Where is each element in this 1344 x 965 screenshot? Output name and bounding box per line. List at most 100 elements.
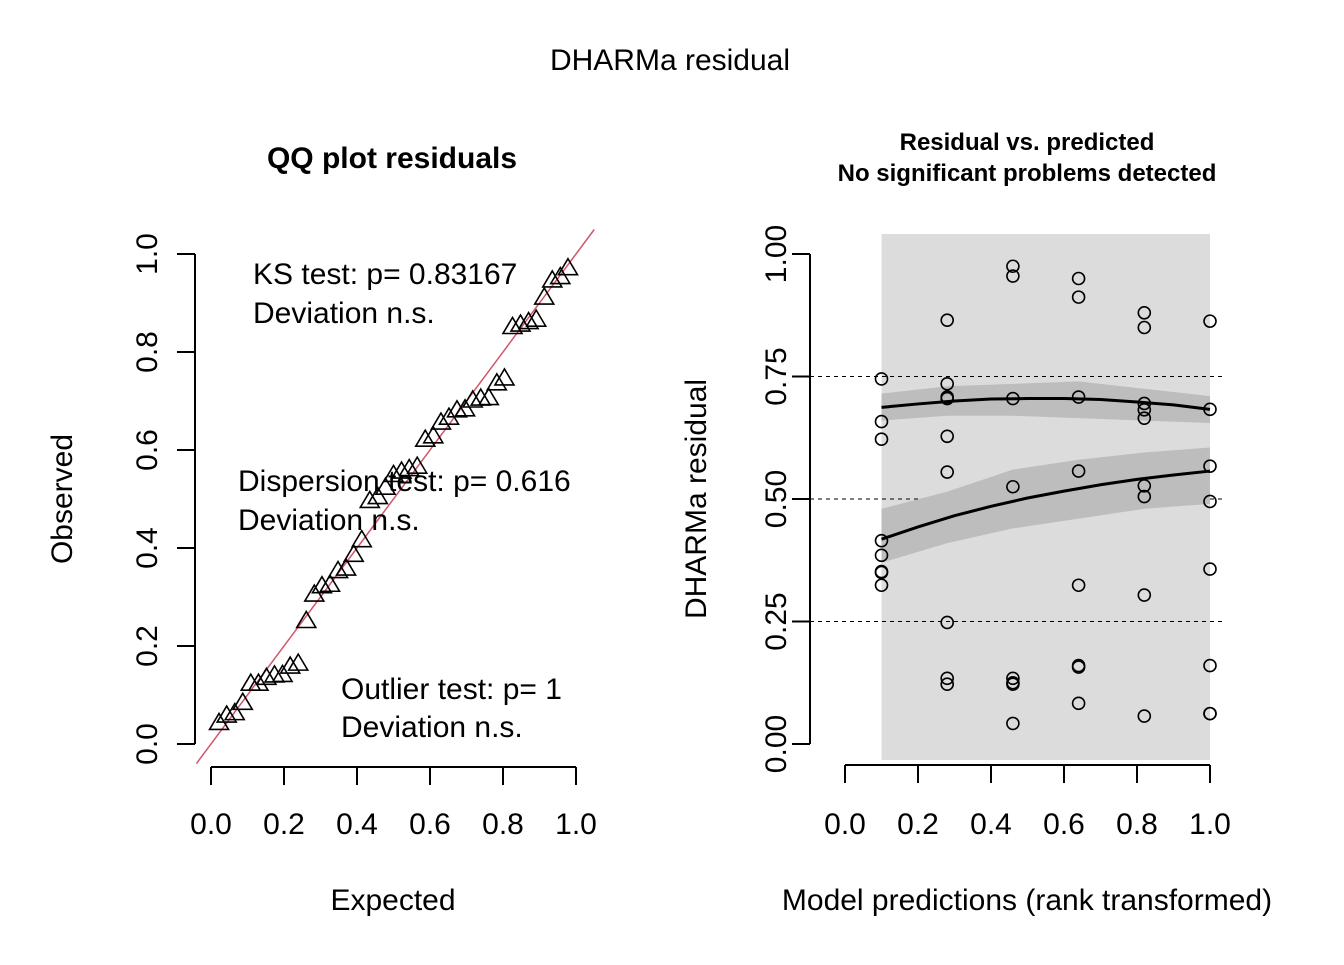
qq-point — [287, 652, 310, 671]
residual-point — [1071, 464, 1086, 478]
qq-point — [533, 286, 556, 305]
qq-plot-panel: QQ plot residuals 0.0 0.2 0.4 0.6 0.8 1.0 0.0… — [46, 142, 597, 917]
residual-point — [1071, 290, 1086, 304]
residual-plot-title: Residual vs. predicted — [900, 129, 1155, 156]
residual-point — [1137, 396, 1152, 411]
qq-point — [541, 269, 564, 288]
ks-test-line1: KS test: p= 0.83167 — [253, 258, 517, 291]
qq-y-tick-label: 0.8 — [131, 331, 164, 373]
residual-point — [940, 429, 955, 444]
residual-point — [940, 377, 955, 391]
residual-point — [874, 533, 889, 548]
qq-point — [358, 489, 381, 509]
residual-point — [1071, 578, 1086, 593]
qq-point — [430, 411, 452, 430]
residual-y-tick-label: 1.00 — [760, 225, 793, 283]
quantile-lines — [881, 397, 1211, 541]
residual-point — [1137, 305, 1152, 320]
qq-point — [501, 315, 524, 335]
residual-point — [1006, 716, 1020, 731]
residual-point — [940, 677, 955, 692]
qq-y-tick-label: 0.4 — [131, 527, 164, 569]
residual-plot-subtitle: No significant problems detected — [838, 160, 1217, 187]
residual-point — [1203, 494, 1217, 509]
residual-x-tick-label: 0.6 — [1043, 808, 1085, 841]
qq-point — [525, 308, 548, 327]
residual-point — [940, 313, 955, 327]
residual-x-tick-label: 0.4 — [970, 808, 1012, 841]
qq-point — [390, 460, 413, 479]
qq-point — [382, 463, 405, 483]
qq-point — [319, 573, 341, 593]
residual-point — [874, 578, 889, 593]
residual-point — [1137, 403, 1152, 417]
residual-point — [1006, 671, 1020, 686]
residual-x-tick-label: 0.0 — [824, 808, 866, 841]
qq-x-axis-label: Expected — [330, 884, 455, 917]
qq-point — [279, 655, 302, 674]
qq-point — [454, 398, 476, 417]
qq-point — [255, 666, 278, 686]
residual-x-tick-label: 0.8 — [1116, 808, 1158, 841]
outlier-test-line1: Outlier test: p= 1 — [341, 673, 562, 706]
qq-point — [223, 702, 246, 721]
residual-x-tick-label: 0.2 — [897, 808, 939, 841]
qq-x-tick-label: 0.8 — [482, 808, 524, 841]
qq-plot-title: QQ plot residuals — [267, 142, 517, 175]
qq-point — [327, 559, 349, 579]
qq-point — [350, 529, 373, 548]
qq-point — [247, 672, 270, 692]
dispersion-test-annotation: Dispersion test: p= 0.616 Deviation n.s. — [238, 465, 571, 537]
qq-x-ticks: 0.0 0.2 0.4 0.6 0.8 1.0 — [190, 767, 597, 841]
residual-point — [1006, 677, 1020, 692]
residual-point — [874, 548, 889, 563]
figure-title: DHARMa residual — [550, 44, 790, 77]
residual-point — [1203, 562, 1217, 576]
qq-point — [493, 367, 516, 386]
residual-point — [940, 615, 955, 630]
qq-y-tick-label: 0.2 — [131, 625, 164, 667]
residual-point — [874, 414, 889, 429]
qq-point — [477, 386, 500, 406]
qq-y-axis-label: Observed — [46, 434, 79, 564]
quantile-band-q0.5 — [881, 447, 1210, 563]
residual-point — [1137, 320, 1152, 335]
residual-point — [1137, 478, 1152, 493]
residual-point — [1203, 402, 1217, 417]
qq-point — [215, 704, 238, 723]
residual-point — [940, 671, 955, 686]
qq-point — [295, 609, 318, 629]
qq-point — [461, 389, 484, 408]
dispersion-test-line1: Dispersion test: p= 0.616 — [238, 465, 571, 498]
qq-point — [414, 428, 437, 448]
residual-x-axis-label: Model predictions (rank transformed) — [782, 884, 1272, 917]
residual-point — [940, 465, 955, 479]
ks-test-line2: Deviation n.s. — [253, 297, 435, 330]
residual-y-axis-label: DHARMa residual — [680, 379, 713, 619]
residual-points — [874, 259, 1217, 731]
qq-point — [446, 399, 468, 418]
qq-y-tick-label: 0.6 — [131, 429, 164, 471]
quantile-line-q0.75 — [881, 397, 1211, 411]
qq-y-tick-label: 1.0 — [131, 233, 164, 275]
residual-point — [1071, 696, 1086, 711]
residual-y-tick-label: 0.50 — [760, 470, 793, 528]
qq-x-tick-label: 1.0 — [555, 808, 597, 841]
residual-y-tick-label: 0.25 — [760, 592, 793, 650]
residual-point — [1006, 391, 1020, 406]
quantile-line-q0.5 — [881, 469, 1211, 541]
residual-point — [940, 391, 955, 406]
residual-point — [1203, 706, 1217, 721]
residual-point — [1006, 479, 1020, 494]
residual-point — [1137, 588, 1152, 602]
residual-x-ticks: 0.0 0.2 0.4 0.6 0.8 1.0 — [824, 765, 1231, 841]
outlier-test-annotation: Outlier test: p= 1 Deviation n.s. — [341, 673, 562, 744]
qq-point — [231, 691, 254, 711]
residual-point — [1071, 390, 1086, 404]
residual-point — [1071, 660, 1086, 674]
residual-x-tick-label: 1.0 — [1189, 808, 1231, 841]
quantile-band-q0.75 — [881, 381, 1210, 424]
qq-x-tick-label: 0.6 — [409, 808, 451, 841]
residual-y-ticks: 0.00 0.25 0.50 0.75 1.00 — [760, 225, 810, 773]
